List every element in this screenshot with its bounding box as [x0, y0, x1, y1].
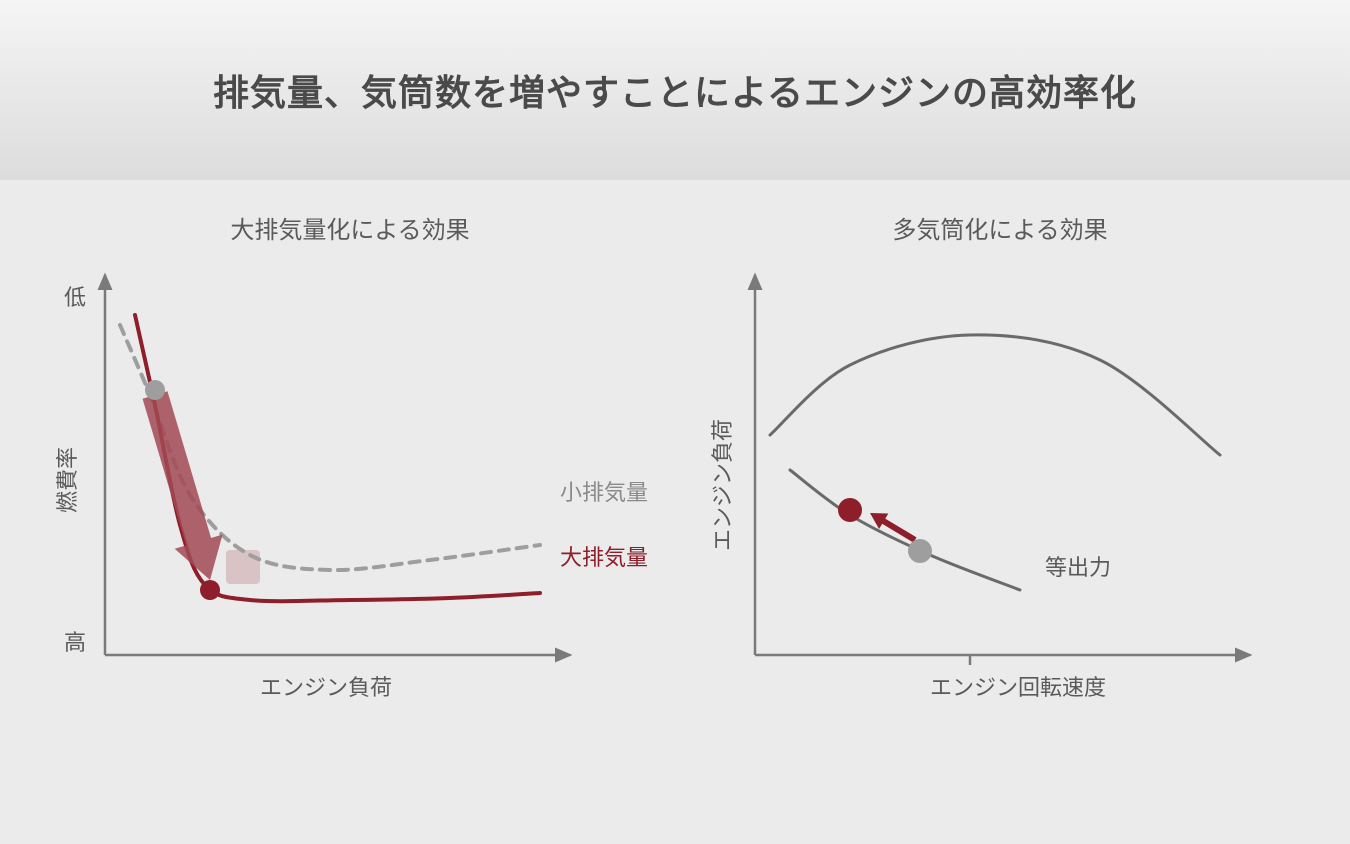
right-chart-column: 多気筒化による効果 等出力エンジン回転速度 エンジン負荷 [690, 210, 1310, 725]
left-y-top-label: 低 [64, 285, 86, 310]
left-chart-column: 大排気量化による効果 小排気量大排気量エンジン負荷 燃費率 低高 [40, 210, 660, 725]
right-x-axis-label: エンジン回転速度 [930, 675, 1106, 700]
left-y-bottom-label: 高 [64, 630, 86, 655]
title-band: 排気量、気筒数を増やすことによるエンジンの高効率化 [0, 0, 1350, 180]
left-chart-subtitle: 大排気量化による効果 [230, 210, 469, 245]
series-label-large-displacement: 大排気量 [560, 545, 648, 570]
series-label-small-displacement: 小排気量 [560, 480, 648, 505]
left-x-axis-label: エンジン負荷 [260, 675, 392, 700]
iso-power-label: 等出力 [1045, 555, 1111, 580]
right-chart-svg: 等出力エンジン回転速度 エンジン負荷 [700, 255, 1300, 725]
right-y-axis-label: エンジン負荷 [710, 419, 735, 551]
right-chart-subtitle: 多気筒化による効果 [892, 210, 1107, 245]
left-y-axis-label: 燃費率 [55, 447, 80, 513]
page-title: 排気量、気筒数を増やすことによるエンジンの高効率化 [213, 64, 1137, 116]
left-chart-svg: 小排気量大排気量エンジン負荷 燃費率 低高 [50, 255, 650, 725]
